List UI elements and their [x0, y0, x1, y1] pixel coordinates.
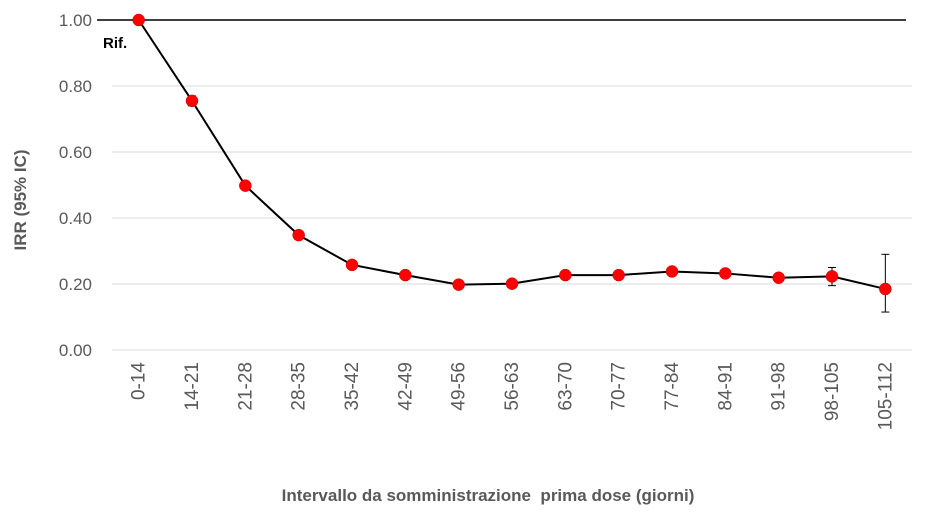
data-point — [132, 13, 145, 27]
x-axis-title: Intervallo da somministrazione prima dos… — [282, 486, 695, 505]
data-point — [505, 277, 519, 290]
x-tick-labels: 0-14 14-21 21-28 28-35 35-42 42-49 49-56 56-63 6… — [129, 362, 897, 431]
data-point — [612, 268, 625, 282]
data-point — [665, 265, 679, 278]
x-tick-label: 91-98 — [769, 362, 790, 411]
data-point — [185, 94, 199, 108]
y-tick-label: 0.00 — [59, 341, 92, 360]
data-point — [239, 179, 252, 192]
y-tick-label: 0.80 — [59, 77, 92, 96]
data-point — [719, 267, 732, 280]
y-tick-label: 0.20 — [59, 275, 92, 294]
data-point — [452, 278, 465, 291]
x-tick-label: 84-91 — [715, 362, 736, 411]
x-tick-label: 42-49 — [395, 362, 416, 411]
y-tick-label: 0.40 — [59, 209, 92, 228]
data-point — [772, 271, 785, 284]
y-axis-title: IRR (95% IC) — [11, 149, 30, 250]
data-points — [132, 13, 892, 296]
x-tick-label: 49-56 — [449, 362, 470, 411]
reference-annotation: Rif. — [103, 35, 127, 52]
data-point — [399, 268, 412, 282]
data-point — [825, 270, 839, 283]
x-tick-label: 98-105 — [822, 362, 843, 421]
data-point — [879, 282, 892, 296]
y-tick-label: 1.00 — [59, 11, 92, 30]
x-tick-label: 35-42 — [342, 362, 363, 411]
grid-lines — [112, 85, 912, 351]
x-tick-label: 105-112 — [875, 362, 896, 430]
x-tick-label: 28-35 — [289, 362, 310, 411]
x-tick-label: 21-28 — [235, 362, 256, 411]
x-tick-label: 77-84 — [662, 362, 683, 411]
x-tick-label: 63-70 — [555, 362, 576, 411]
y-tick-label: 0.60 — [59, 143, 92, 162]
data-point — [292, 228, 305, 242]
y-tick-labels: 0.00 0.20 0.40 0.60 0.80 1.00 — [59, 11, 92, 360]
x-tick-label: 56-63 — [502, 362, 523, 411]
x-tick-label: 70-77 — [609, 362, 630, 411]
series-line — [137, 19, 886, 290]
data-point — [559, 268, 572, 282]
data-point — [345, 258, 359, 272]
series-line-group — [137, 19, 886, 290]
x-tick-label: 14-21 — [182, 362, 203, 411]
x-tick-label: 0-14 — [129, 362, 150, 400]
